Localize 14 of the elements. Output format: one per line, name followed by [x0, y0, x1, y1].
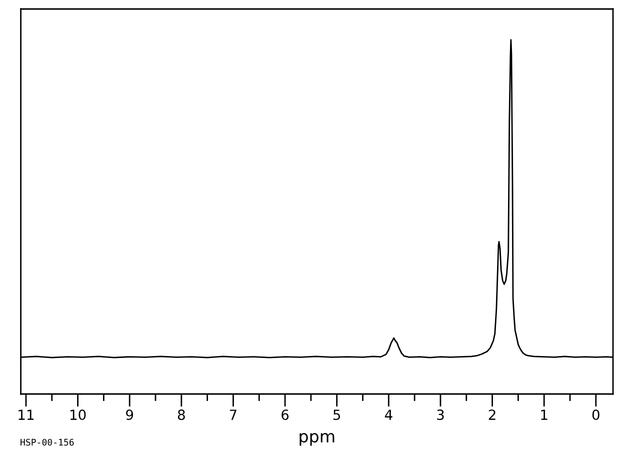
- x-tick-label: 10: [70, 410, 86, 420]
- x-tick-label: 6: [282, 410, 289, 420]
- x-tick-label: 8: [178, 410, 185, 420]
- x-tick-label: 11: [18, 410, 34, 420]
- x-tick-label: 4: [384, 410, 392, 420]
- text: HSP-00-156: [20, 438, 74, 446]
- x-tick-label: 2: [488, 410, 496, 420]
- x-tick-label: 7: [230, 410, 236, 420]
- x-tick-label: 5: [334, 410, 340, 420]
- x-tick-label: 3: [437, 410, 444, 420]
- x-tick-label: 1: [541, 410, 548, 420]
- x-tick-label: 0: [592, 410, 600, 420]
- x-tick-label: 9: [126, 410, 134, 420]
- x-axis-title: ppm: [300, 432, 334, 446]
